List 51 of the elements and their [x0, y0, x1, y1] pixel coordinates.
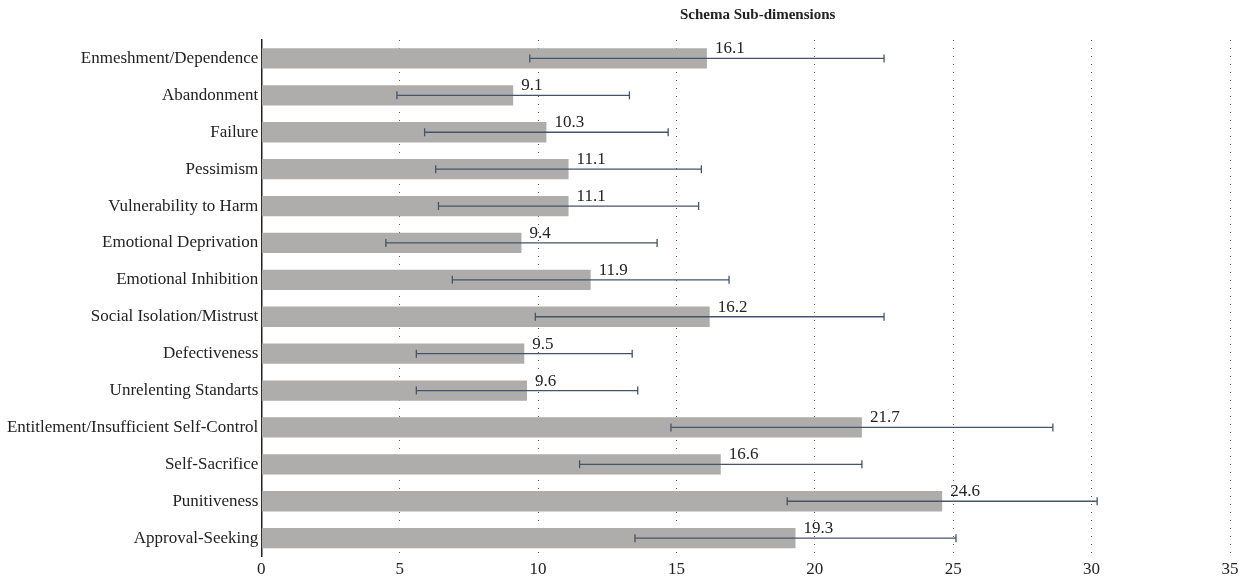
x-tick-label: 25: [944, 559, 962, 579]
x-tick-label: 10: [529, 559, 547, 579]
y-tick-label: Abandonment: [162, 84, 259, 104]
data-label: 10.3: [554, 112, 585, 132]
data-label: 9.4: [529, 222, 552, 242]
y-tick-label: Self-Sacrifice: [164, 453, 259, 473]
data-label: 16.2: [717, 296, 748, 316]
data-label: 11.1: [576, 186, 606, 206]
y-tick-label: Failure: [210, 121, 259, 141]
data-label: 21.7: [869, 407, 901, 427]
y-tick-label: Unrelenting Standarts: [109, 380, 259, 400]
data-label: 9.5: [532, 333, 554, 353]
x-tick-label: 30: [1083, 559, 1101, 579]
bar: [261, 454, 721, 475]
bar: [261, 343, 525, 364]
chart-title: Schema Sub-dimensions: [679, 6, 836, 23]
data-label: 11.9: [598, 259, 628, 279]
bar: [261, 417, 862, 438]
y-tick-label: Defectiveness: [162, 343, 259, 363]
x-tick-label: 15: [667, 559, 685, 579]
y-tick-label: Approval-Seeking: [133, 527, 259, 547]
bar: [261, 195, 569, 217]
data-label: 24.6: [950, 481, 980, 501]
y-tick-label: Punitiveness: [172, 490, 259, 510]
y-tick-label: Emotional Deprivation: [102, 232, 259, 252]
y-tick-label: Social Isolation/Mistrust: [90, 306, 259, 326]
bar: [261, 269, 591, 290]
data-label: 9.6: [535, 370, 557, 390]
bar: [261, 491, 943, 512]
y-tick-label: Pessimism: [185, 158, 259, 178]
x-tick-label: 5: [395, 559, 404, 579]
y-tick-label: Enmeshment/Dependence: [80, 47, 259, 67]
x-tick-label: 20: [806, 559, 824, 579]
bar: [261, 85, 514, 106]
bar: [261, 306, 710, 327]
bar: [261, 528, 796, 549]
data-label: 11.1: [576, 149, 606, 169]
bar: [261, 159, 569, 180]
bar: [261, 122, 547, 143]
bar: [261, 48, 707, 69]
x-tick-label: 0: [257, 559, 266, 579]
bar: [261, 232, 522, 254]
data-label: 16.1: [714, 38, 745, 58]
y-tick-label: Vulnerability to Harm: [108, 195, 259, 215]
data-label: 9.1: [521, 75, 543, 95]
bar: [261, 380, 528, 401]
x-tick-label: 35: [1221, 559, 1239, 579]
data-label: 19.3: [803, 518, 834, 538]
y-tick-label: Emotional Inhibition: [116, 269, 259, 289]
y-tick-label: Entitlement/Insufficient Self-Control: [6, 416, 259, 436]
data-label: 16.6: [728, 444, 759, 464]
